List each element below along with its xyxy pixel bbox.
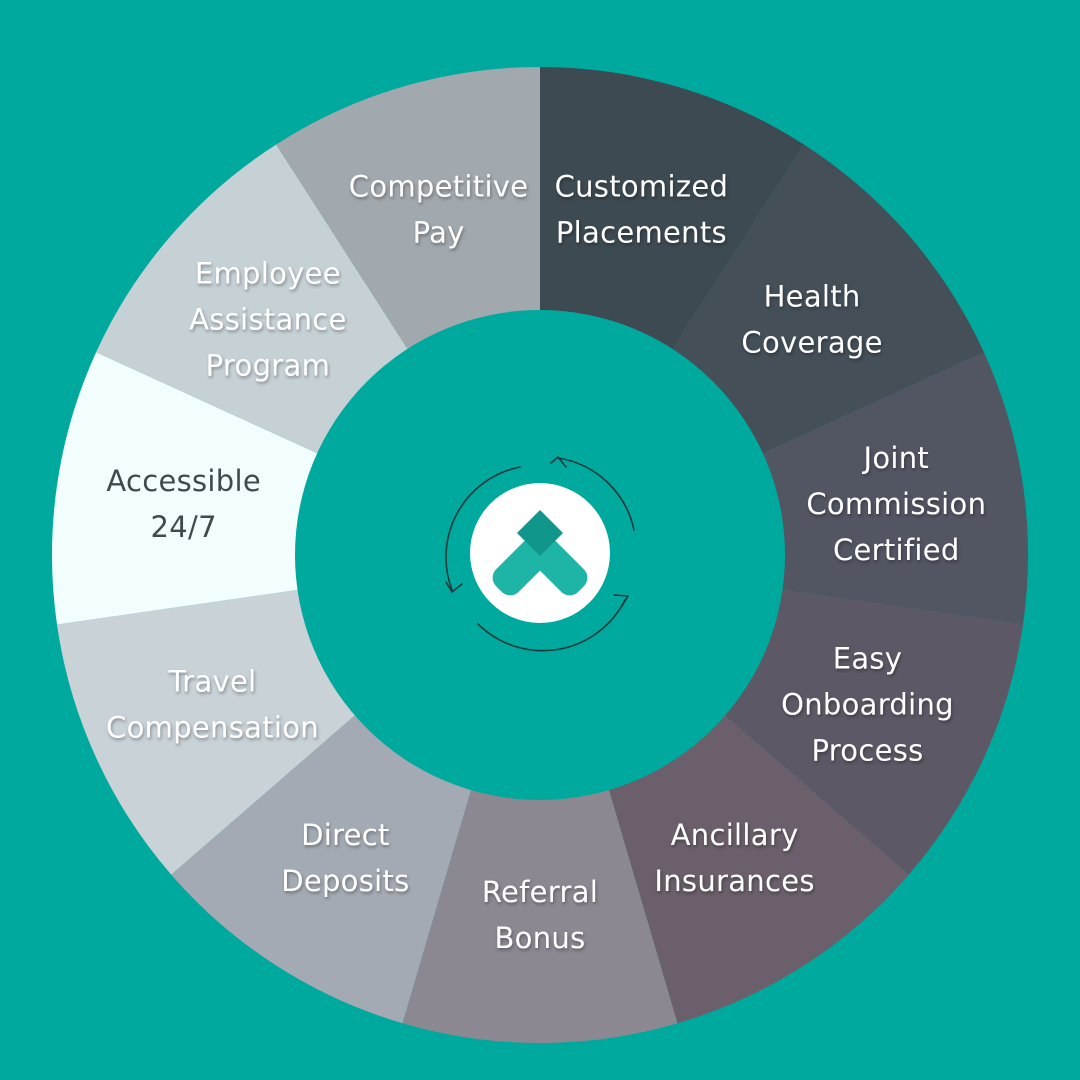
segment-label-line: Process — [811, 734, 923, 768]
segment-label-line: Bonus — [494, 921, 585, 955]
logo-mark-overlap — [517, 510, 563, 556]
segment-label-line: Travel — [167, 665, 256, 699]
segment-label-line: Health — [764, 279, 861, 313]
segment-label-line: Accessible — [106, 464, 261, 498]
segment-label-line: Commission — [806, 487, 986, 521]
segment-label-line: 24/7 — [151, 510, 217, 544]
segment-label-5: Referral Bonus — [482, 875, 598, 955]
labels-group: Customized Placements Health Coverage Joint C… — [106, 170, 986, 955]
segment-label-1: Health Coverage — [741, 279, 882, 359]
segment-label-line: Customized — [555, 170, 729, 204]
segment-label-line: Ancillary — [671, 818, 799, 852]
segment-label-line: Referral — [482, 875, 598, 909]
segment-label-line: Onboarding — [781, 688, 954, 722]
segment-label-line: Program — [206, 348, 330, 382]
segment-label-line: Competitive — [349, 170, 529, 204]
segment-label-7: Travel Compensation — [106, 665, 319, 745]
segment-label-4: Ancillary Insurances — [654, 818, 814, 898]
segment-label-line: Certified — [833, 533, 960, 567]
segment-label-line: Placements — [556, 216, 727, 250]
segment-label-line: Assistance — [189, 302, 347, 336]
segment-label-line: Easy — [833, 642, 903, 676]
segment-label-line: Coverage — [741, 325, 882, 359]
segment-label-line: Joint — [861, 441, 929, 475]
segment-label-6: Direct Deposits — [281, 818, 409, 898]
segment-label-line: Direct — [301, 818, 390, 852]
segment-label-line: Insurances — [654, 864, 814, 898]
segment-label-3: Easy Onboarding Process — [781, 642, 954, 768]
circular-arrows-icon — [445, 456, 635, 652]
segment-label-line: Deposits — [281, 864, 409, 898]
segment-label-10: Competitive Pay — [349, 170, 529, 250]
segment-label-2: Joint Commission Certified — [806, 441, 986, 567]
segment-label-line: Pay — [413, 216, 465, 250]
logo — [445, 456, 635, 652]
segment-label-9: Employee Assistance Program — [189, 256, 347, 382]
segment-label-line: Employee — [195, 256, 341, 290]
segment-label-line: Compensation — [106, 711, 319, 745]
chevron-up-logo-icon — [492, 510, 588, 596]
segment-label-8: Accessible 24/7 — [106, 464, 261, 544]
segment-label-0: Customized Placements — [555, 170, 729, 250]
